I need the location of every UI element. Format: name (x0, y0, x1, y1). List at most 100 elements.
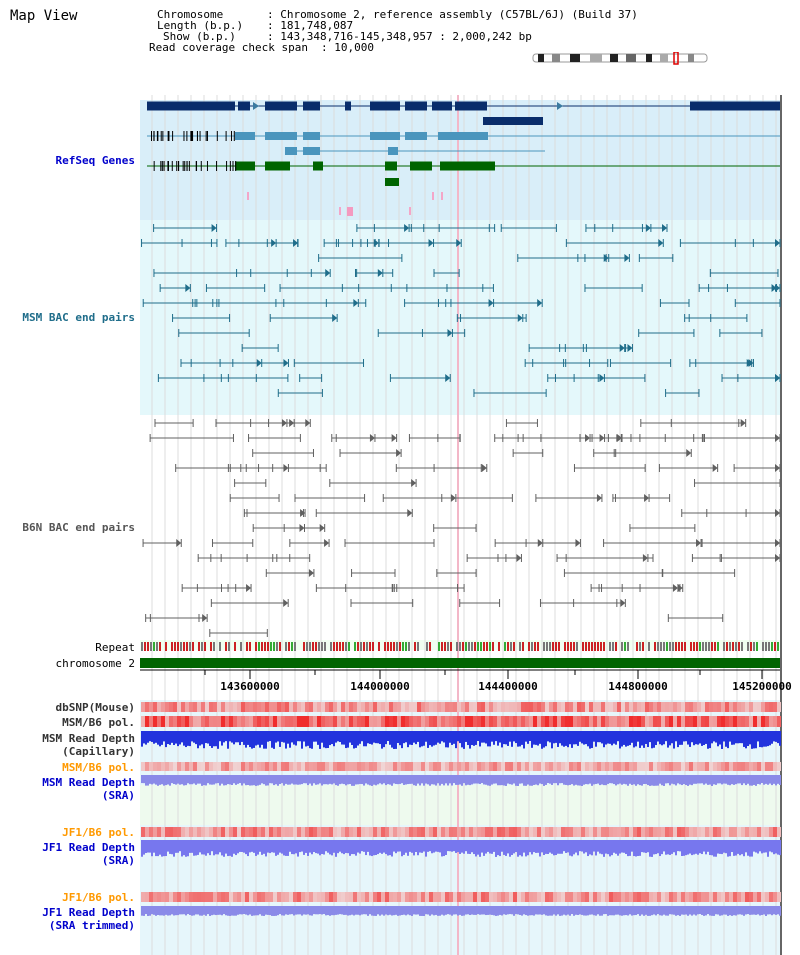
depth-bar (751, 906, 753, 915)
heat-cell (405, 892, 409, 902)
msm-bac-pair-arrow (404, 224, 410, 232)
msm-bac-pair-arrow (283, 359, 289, 367)
repeat-element (369, 642, 371, 651)
depth-bar (547, 840, 549, 854)
heat-cell (641, 702, 645, 712)
depth-bar (587, 906, 589, 916)
depth-bar (265, 731, 267, 749)
depth-bar (455, 906, 457, 915)
depth-bar (495, 840, 497, 857)
heat-cell (617, 702, 621, 712)
depth-bar (275, 840, 277, 856)
gene-exon (285, 147, 297, 155)
depth-bar (659, 840, 661, 857)
heat-cell (253, 762, 257, 771)
depth-bar (457, 906, 459, 916)
repeat-element (147, 642, 149, 651)
heat-cell (245, 716, 249, 727)
refseq-label[interactable]: RefSeq Genes (55, 154, 135, 167)
heat-cell (217, 827, 221, 837)
depth-bar (545, 731, 547, 747)
jf1-pol-2-label[interactable]: JF1/B6 pol. (62, 891, 135, 904)
depth-bar (479, 840, 481, 857)
heat-cell (457, 892, 461, 902)
heat-cell (253, 827, 257, 837)
depth-bar (707, 775, 709, 785)
depth-bar (467, 731, 469, 746)
heat-cell (361, 702, 365, 712)
depth-bar (657, 906, 659, 915)
heat-cell (181, 702, 185, 712)
depth-bar (683, 906, 685, 915)
depth-bar (711, 731, 713, 744)
depth-bar (613, 775, 615, 785)
msm-bac-label[interactable]: MSM BAC end pairs (22, 311, 135, 324)
depth-bar (359, 906, 361, 916)
jf1-pol-label[interactable]: JF1/B6 pol. (62, 826, 135, 839)
depth-bar (609, 906, 611, 916)
repeat-element (552, 642, 554, 651)
depth-bar (339, 840, 341, 852)
depth-bar (385, 906, 387, 915)
heat-cell (265, 762, 269, 771)
depth-bar (285, 840, 287, 856)
heat-cell (777, 716, 781, 727)
heat-cell (465, 762, 469, 771)
gene-exon (370, 101, 400, 111)
repeat-element (642, 642, 644, 651)
depth-bar (587, 775, 589, 785)
msm-bac-pair-arrow (271, 239, 277, 247)
depth-bar (559, 775, 561, 784)
repeat-element (405, 642, 407, 651)
heat-cell (473, 892, 477, 902)
b6n-bac-label[interactable]: B6N BAC end pairs (22, 521, 135, 534)
depth-bar (291, 775, 293, 784)
repeat-element (264, 642, 266, 651)
heat-cell (305, 827, 309, 837)
depth-bar (665, 731, 667, 742)
depth-bar (567, 906, 569, 915)
heat-cell (357, 716, 361, 727)
msm-depth-sra-label[interactable]: MSM Read Depth (42, 776, 135, 789)
chromosome-ideogram[interactable] (530, 52, 712, 66)
depth-bar (483, 775, 485, 785)
depth-bar (745, 731, 747, 749)
depth-bar (517, 840, 519, 857)
depth-bar (505, 731, 507, 745)
depth-bar (591, 775, 593, 786)
heat-cell (537, 702, 541, 712)
depth-bar (209, 906, 211, 916)
depth-bar (389, 906, 391, 915)
depth-bar (731, 731, 733, 745)
heat-cell (529, 827, 533, 837)
depth-bar (709, 840, 711, 856)
depth-bar (209, 775, 211, 785)
msm-pol-2-label[interactable]: MSM/B6 pol. (62, 761, 135, 774)
gene-exon (440, 161, 495, 171)
depth-bar (411, 775, 413, 784)
heat-cell (749, 702, 753, 712)
jf1-depth-label[interactable]: JF1 Read Depth (42, 841, 135, 854)
heat-cell (637, 892, 641, 902)
heat-cell (189, 762, 193, 771)
heat-cell (197, 762, 201, 771)
depth-bar (433, 775, 435, 785)
depth-bar (717, 731, 719, 747)
repeat-element (489, 642, 491, 651)
heat-cell (497, 762, 501, 771)
gene-exon (303, 101, 320, 111)
msm-pol-label[interactable]: MSM/B6 pol. (62, 716, 135, 729)
depth-bar (141, 775, 143, 784)
depth-bar (395, 775, 397, 784)
depth-bar (403, 906, 405, 915)
jf1-trim-label[interactable]: JF1 Read Depth (42, 906, 135, 919)
jf1-depth-sublabel: (SRA) (101, 854, 135, 867)
msm-bac-pair-arrow (332, 314, 338, 322)
depth-bar (633, 731, 635, 748)
dbsnp-label[interactable]: dbSNP(Mouse) (55, 701, 135, 714)
depth-bar (169, 906, 171, 916)
heat-cell (301, 716, 305, 727)
depth-bar (627, 906, 629, 916)
msm-depth-cap-label[interactable]: MSM Read Depth (42, 732, 135, 745)
